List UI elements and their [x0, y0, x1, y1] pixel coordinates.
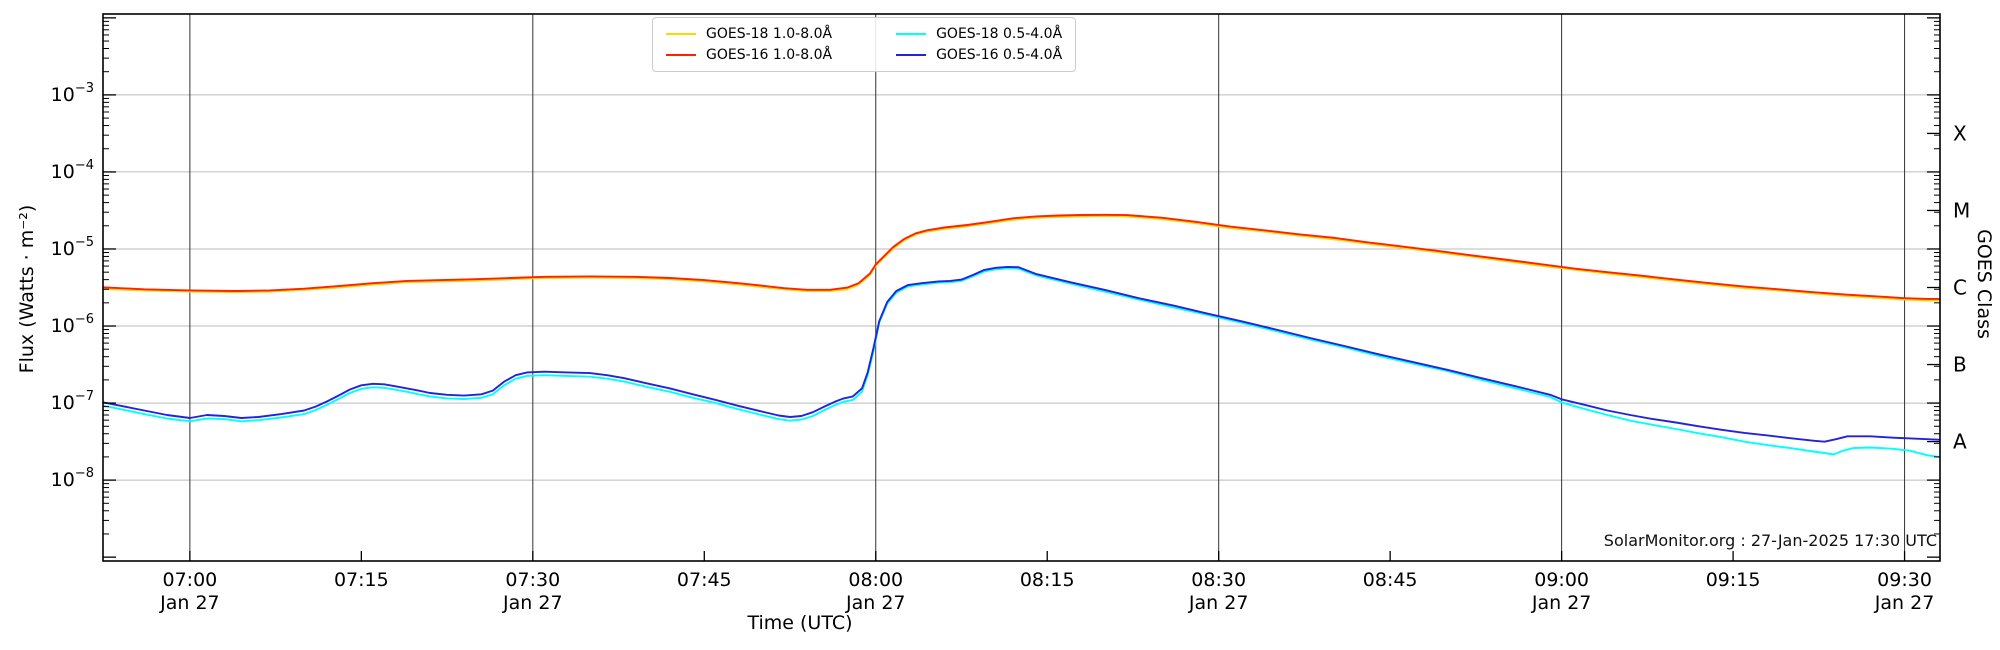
y-tick-label: 10−3	[51, 81, 94, 106]
legend-line-sample-goes16-long	[666, 54, 696, 56]
x-tick-date-label: Jan 27	[1531, 592, 1592, 614]
series-line-goes-16-0-5-4-0-	[103, 265, 1940, 443]
x-axis-title: Time (UTC)	[747, 612, 853, 634]
x-tick-time-label: 07:45	[677, 569, 732, 591]
x-tick-time-label: 08:30	[1191, 569, 1246, 591]
y-tick-label: 10−4	[51, 158, 94, 183]
legend: GOES-18 1.0-8.0Å GOES-18 0.5-4.0Å GOES-1…	[652, 17, 1077, 72]
x-tick-time-label: 07:00	[162, 569, 217, 591]
goes-class-label: A	[1953, 430, 1967, 454]
legend-line-sample-goes18-long	[666, 33, 696, 35]
legend-label: GOES-18 1.0-8.0Å	[706, 26, 833, 42]
series-line-goes-16-1-0-8-0-	[103, 213, 1940, 300]
x-tick-time-label: 09:15	[1706, 569, 1761, 591]
x-tick-date-label: Jan 27	[845, 592, 906, 614]
x-tick-time-label: 07:30	[505, 569, 560, 591]
y-tick-label: 10−5	[51, 235, 94, 260]
legend-line-sample-goes16-short	[896, 54, 927, 56]
x-tick-date-label: Jan 27	[502, 592, 563, 614]
y-axis-title-right: GOES Class	[1973, 229, 1995, 339]
x-tick-time-label: 08:15	[1020, 569, 1075, 591]
x-tick-date-label: Jan 27	[159, 592, 220, 614]
legend-entry-goes16-long: GOES-16 1.0-8.0Å	[666, 46, 832, 64]
x-tick-time-label: 07:15	[334, 569, 389, 591]
legend-line-sample-goes18-short	[896, 33, 927, 35]
plot-frame	[102, 13, 1941, 562]
goes-class-label: X	[1953, 121, 1967, 145]
x-tick-time-label: 09:30	[1877, 569, 1932, 591]
legend-entry-goes16-short: GOES-16 0.5-4.0Å	[896, 46, 1062, 64]
y-tick-label: 10−6	[51, 312, 94, 337]
y-tick-label: 10−8	[51, 466, 94, 491]
x-tick-time-label: 08:45	[1363, 569, 1418, 591]
legend-entry-goes18-long: GOES-18 1.0-8.0Å	[666, 25, 832, 43]
y-tick-label: 10−7	[51, 389, 94, 414]
goes-class-label: B	[1953, 353, 1967, 377]
x-tick-time-label: 09:00	[1534, 569, 1589, 591]
goes-class-label: M	[1953, 198, 1970, 222]
legend-label: GOES-18 0.5-4.0Å	[936, 26, 1063, 42]
x-tick-time-label: 08:00	[848, 569, 903, 591]
y-axis-title-left: Flux (Watts · m⁻²)	[16, 204, 38, 374]
series-line-goes-18-1-0-8-0-	[103, 215, 1940, 302]
x-tick-date-label: Jan 27	[1188, 592, 1249, 614]
legend-label: GOES-16 0.5-4.0Å	[936, 47, 1063, 63]
goes-class-label: C	[1953, 276, 1967, 300]
x-tick-date-label: Jan 27	[1874, 592, 1935, 614]
watermark-text: SolarMonitor.org : 27-Jan-2025 17:30 UTC	[1603, 531, 1937, 550]
series-line-goes-18-0-5-4-0-	[103, 267, 1940, 458]
legend-entry-goes18-short: GOES-18 0.5-4.0Å	[896, 25, 1062, 43]
legend-label: GOES-16 1.0-8.0Å	[706, 47, 833, 63]
